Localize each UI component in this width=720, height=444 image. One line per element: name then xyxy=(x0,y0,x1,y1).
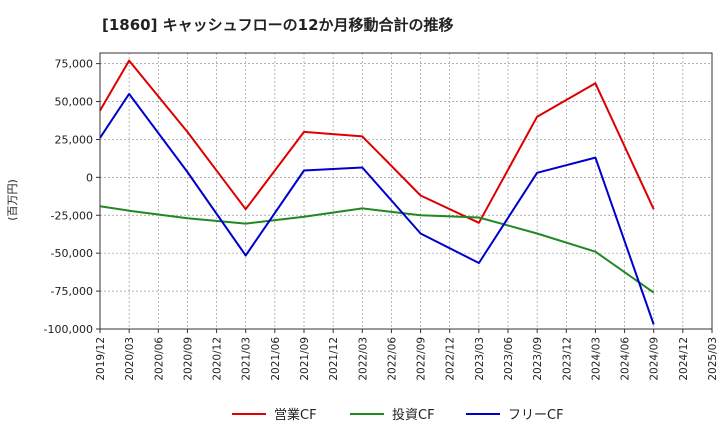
x-tick-label: 2023/09 xyxy=(532,337,544,381)
series-lines xyxy=(99,59,655,325)
x-tick-label: 2024/06 xyxy=(620,337,632,381)
y-tick-label: -25,000 xyxy=(51,209,93,222)
y-tick-label: 0 xyxy=(86,171,93,184)
legend-label: 投資CF xyxy=(392,407,435,423)
y-tick-label: 75,000 xyxy=(55,58,94,71)
x-tick-label: 2024/12 xyxy=(678,337,690,381)
series-line xyxy=(99,205,655,294)
x-tick-label: 2023/12 xyxy=(561,337,573,381)
x-tick-label: 2021/12 xyxy=(328,337,340,381)
legend-label: フリーCF xyxy=(508,408,564,423)
y-tick-label: 25,000 xyxy=(55,133,94,146)
y-tick-label: 50,000 xyxy=(55,96,94,109)
y-tick-label: -75,000 xyxy=(51,285,93,298)
x-tick-label: 2021/09 xyxy=(299,337,311,381)
x-tick-label: 2024/03 xyxy=(590,337,602,381)
legend-label: 営業CF xyxy=(274,407,317,423)
x-tick-label: 2020/03 xyxy=(124,337,136,381)
x-tick-label: 2022/03 xyxy=(357,337,369,381)
x-tick-label: 2020/06 xyxy=(153,337,165,381)
y-axis-ticks: 75,000 50,000 25,000 0 -25,000 -50,000 -75,000… xyxy=(44,58,100,336)
y-axis-label: (百万円) xyxy=(6,179,19,221)
x-tick-label: 2022/06 xyxy=(386,337,398,381)
y-tick-label: -100,000 xyxy=(44,323,93,336)
plot-frame xyxy=(99,52,713,330)
x-tick-label: 2021/03 xyxy=(241,337,253,381)
x-tick-label: 2023/03 xyxy=(474,337,486,381)
legend: 営業CF 投資CF フリーCF xyxy=(232,407,564,423)
series-line xyxy=(99,92,655,325)
chart-title: [1860] キャッシュフローの12か月移動合計の推移 xyxy=(102,16,454,34)
x-tick-label: 2019/12 xyxy=(95,337,107,381)
x-tick-label: 2021/06 xyxy=(270,337,282,381)
grid xyxy=(99,53,713,330)
x-tick-label: 2022/09 xyxy=(416,337,428,381)
x-tick-label: 2022/12 xyxy=(445,337,457,381)
x-axis-ticks: 2019/12 2020/03 2020/06 2020/09 2020/12 2021/… xyxy=(95,329,719,381)
x-tick-label: 2023/06 xyxy=(503,337,515,381)
x-tick-label: 2020/09 xyxy=(182,337,194,381)
x-tick-label: 2020/12 xyxy=(212,337,224,381)
x-tick-label: 2025/03 xyxy=(707,337,719,381)
series-line xyxy=(99,59,655,224)
x-tick-label: 2024/09 xyxy=(649,337,661,381)
y-tick-label: -50,000 xyxy=(51,247,93,260)
